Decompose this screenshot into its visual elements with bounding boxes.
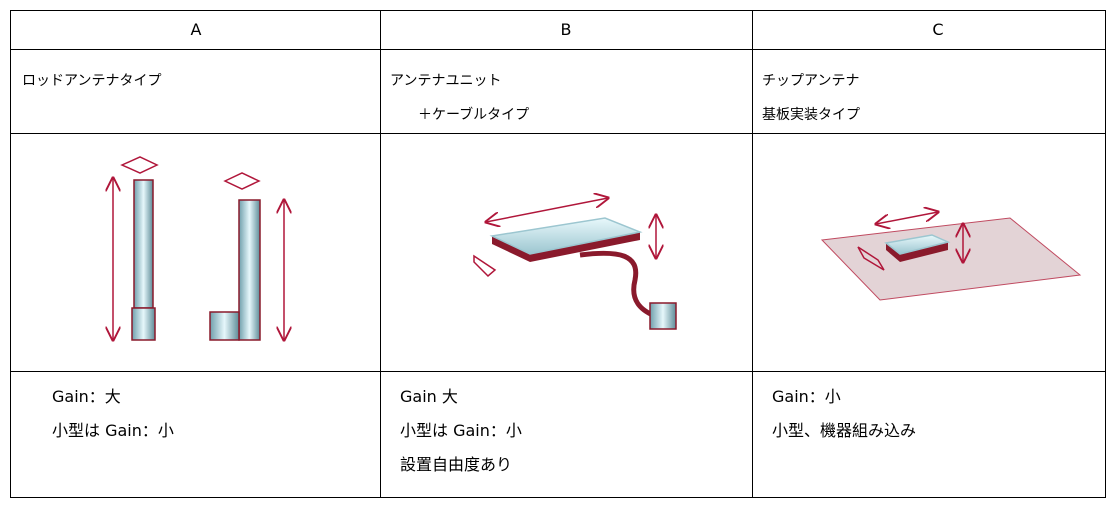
illustration-b xyxy=(473,198,677,330)
type-cell: アンテナユニット ＋ケーブルタイプ xyxy=(390,64,529,132)
text-line: 基板実装タイプ xyxy=(762,107,860,123)
text-line: ロッドアンテナタイプ xyxy=(22,73,162,89)
text-line: 設置自由度あり xyxy=(400,455,513,474)
desc-cell: Gain 大 小型は Gain：小 設置自由度あり xyxy=(400,380,522,482)
desc-cell: Gain：小 小型、機器組み込み xyxy=(772,380,916,448)
illustration-c xyxy=(820,212,1082,301)
text-line: アンテナユニット xyxy=(390,73,502,89)
desc-cell: Gain：大 小型は Gain：小 xyxy=(52,380,174,448)
header-cell: A xyxy=(190,20,202,39)
text-line: 小型は Gain：小 xyxy=(52,421,174,440)
text-line: 小型、機器組み込み xyxy=(772,421,917,440)
text-line: 小型は Gain：小 xyxy=(400,421,522,440)
text-line: Gain：大 xyxy=(52,387,121,406)
table-borders xyxy=(10,10,1106,498)
type-cell: ロッドアンテナタイプ xyxy=(22,64,161,98)
text-line: ＋ケーブルタイプ xyxy=(418,107,530,123)
illustration-a xyxy=(113,156,284,340)
text-line: チップアンテナ xyxy=(762,73,860,89)
text-line: Gain：小 xyxy=(772,387,841,406)
header-cell: C xyxy=(932,20,944,39)
header-cell: B xyxy=(560,20,572,39)
type-cell: チップアンテナ 基板実装タイプ xyxy=(762,64,860,132)
text-line: Gain 大 xyxy=(400,387,458,406)
